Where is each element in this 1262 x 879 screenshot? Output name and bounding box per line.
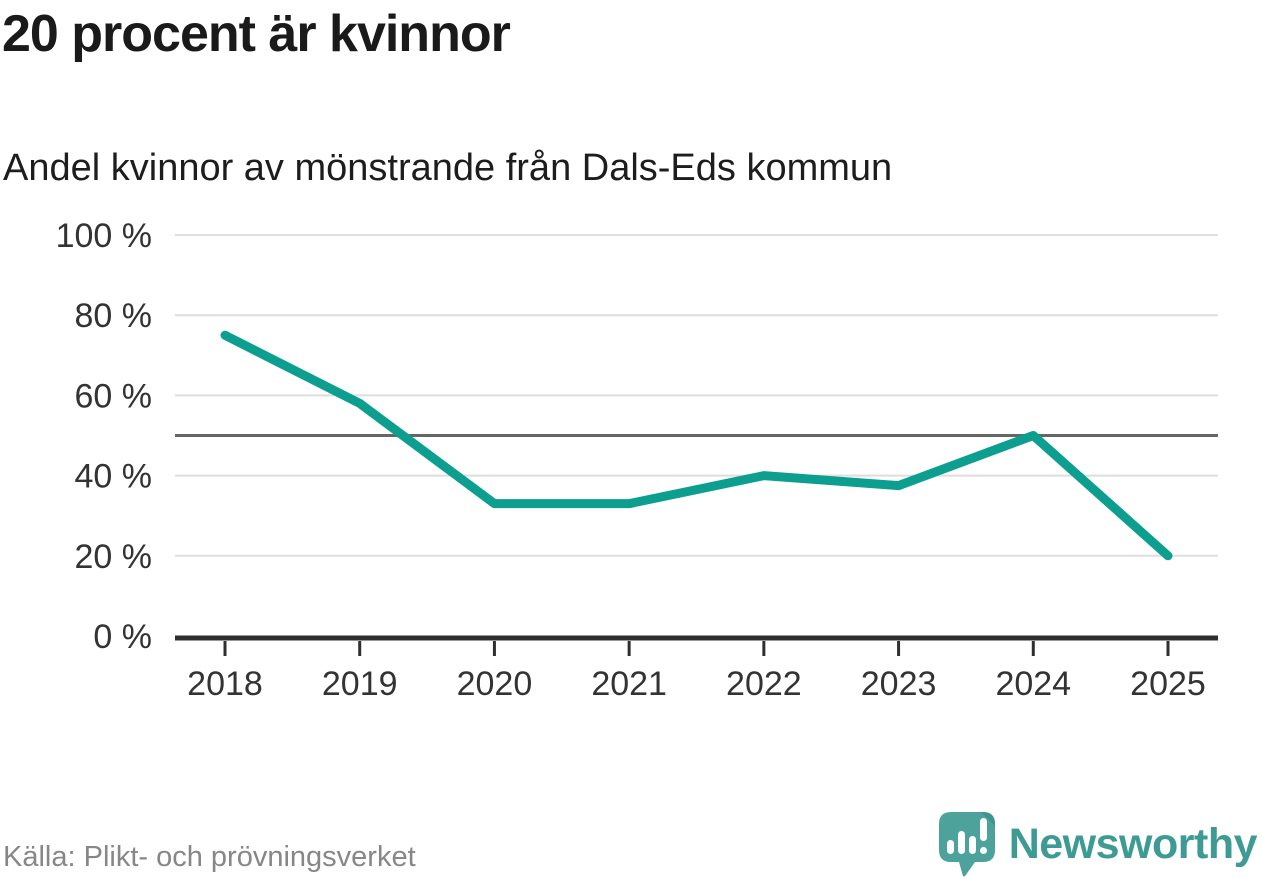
y-tick-label: 60 % bbox=[75, 377, 153, 415]
chart-title: 20 procent är kvinnor bbox=[2, 5, 511, 63]
gridlines bbox=[175, 234, 1218, 557]
source-note: Källa: Plikt- och prövningsverket bbox=[3, 841, 416, 873]
axis-labels: 0 % 20 % 40 % 60 % 80 % 100 % 2018 2019 2020 2021… bbox=[56, 217, 1206, 703]
chart-subtitle: Andel kvinnor av mönstrande från Dals-Ed… bbox=[3, 147, 893, 189]
x-tick-label: 2020 bbox=[457, 665, 533, 703]
x-tick-label: 2025 bbox=[1130, 665, 1206, 703]
x-tick-label: 2021 bbox=[591, 665, 667, 703]
x-tick-label: 2019 bbox=[322, 665, 398, 703]
x-tick-label: 2022 bbox=[726, 665, 802, 703]
newsworthy-logo-icon bbox=[938, 812, 995, 877]
y-tick-label: 40 % bbox=[75, 458, 153, 496]
y-tick-label: 20 % bbox=[75, 538, 153, 576]
x-tick-label: 2024 bbox=[995, 665, 1071, 703]
data-line-series bbox=[220, 330, 1173, 561]
y-tick-label: 100 % bbox=[56, 217, 152, 255]
newsworthy-wordmark: Newsworthy bbox=[1008, 819, 1258, 868]
y-tick-label: 0 % bbox=[93, 618, 152, 656]
x-tick-label: 2018 bbox=[187, 665, 263, 703]
x-tick-label: 2023 bbox=[861, 665, 937, 703]
newsworthy-logo: Newsworthy bbox=[936, 810, 1258, 878]
y-tick-label: 80 % bbox=[75, 297, 153, 335]
